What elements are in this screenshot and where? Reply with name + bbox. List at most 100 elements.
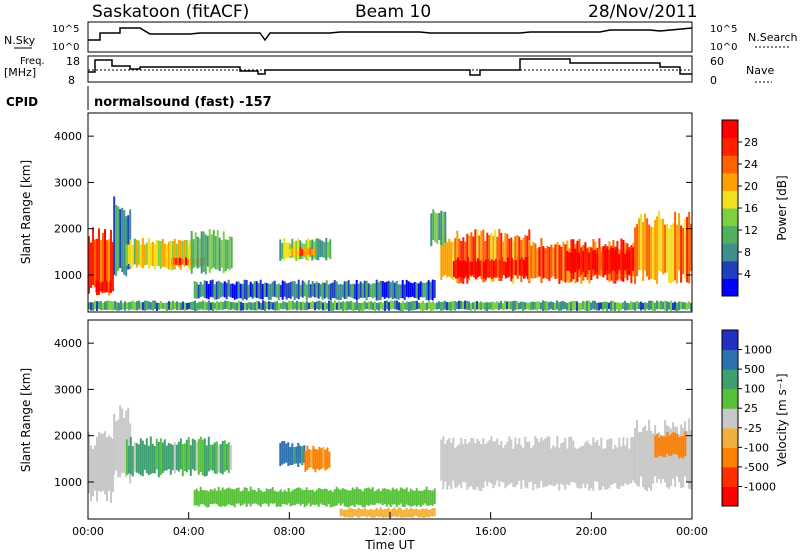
scatter-cell (371, 509, 374, 518)
scatter-cell (173, 442, 176, 474)
scatter-cell (318, 300, 320, 310)
scatter-cell (620, 250, 623, 272)
scatter-cell (426, 302, 428, 311)
scatter-cell (125, 439, 128, 475)
scatter-cell (498, 444, 501, 487)
scatter-cell (187, 437, 190, 470)
scatter-cell (644, 425, 647, 490)
scatter-cell (366, 302, 368, 310)
scatter-cell (302, 301, 304, 311)
scatter-cell (173, 257, 175, 265)
scatter-cell (281, 491, 284, 504)
scatter-cell (530, 245, 533, 279)
scatter-cell (518, 438, 521, 481)
scatter-cell (514, 300, 516, 311)
scatter-cell (385, 508, 388, 518)
scatter-region (88, 431, 114, 504)
scatter-cell (236, 302, 238, 311)
scatter-cell (562, 241, 565, 282)
scatter-cell (654, 219, 657, 281)
scatter-cell (464, 241, 467, 278)
scatter-cell (401, 510, 404, 518)
scatter-cell (198, 238, 201, 268)
scatter-cell (245, 488, 248, 507)
scatter-cell (452, 241, 455, 281)
scatter-region (125, 436, 232, 478)
scatter-cell (383, 488, 386, 504)
scatter-cell (690, 303, 692, 311)
scatter-cell (666, 224, 669, 273)
scatter-cell (287, 442, 290, 467)
colorbar-swatch (722, 447, 738, 468)
scatter-cell (618, 302, 620, 312)
scatter-cell (261, 284, 264, 300)
scatter-cell (395, 281, 398, 300)
scatter-cell (158, 302, 160, 310)
scatter-cell (592, 250, 595, 270)
scatter-cell (348, 301, 350, 310)
scatter-cell (604, 301, 606, 310)
x-tick-label: 20:00 (575, 525, 607, 538)
scatter-cell (387, 489, 390, 505)
scatter-cell (289, 491, 292, 507)
scatter-cell (303, 247, 306, 257)
scatter-cell (572, 440, 575, 482)
scatter-cell (500, 301, 502, 310)
nsearch-tick-low: 10^0 (710, 42, 737, 53)
scatter-cell (343, 281, 346, 299)
scatter-cell (271, 281, 274, 297)
scatter-cell (305, 487, 308, 506)
scatter-cell (285, 491, 288, 506)
scatter-cell (304, 450, 307, 472)
scatter-cell (409, 282, 412, 298)
scatter-cell (466, 300, 468, 310)
scatter-cell (363, 488, 366, 507)
scatter-region (304, 445, 331, 473)
scatter-cell (309, 284, 312, 298)
scatter-cell (476, 438, 479, 487)
scatter-cell (127, 244, 130, 264)
scatter-cell (132, 300, 134, 310)
scatter-cell (127, 445, 130, 474)
scatter-cell (129, 437, 132, 475)
scatter-cell (114, 301, 116, 310)
scatter-cell (506, 301, 508, 310)
scatter-cell (390, 300, 392, 310)
scatter-cell (570, 436, 573, 482)
scatter-cell (188, 239, 191, 271)
scatter-cell (399, 487, 402, 504)
scatter-cell (294, 302, 296, 310)
scatter-cell (98, 228, 100, 295)
station-title: Saskatoon (fitACF) (92, 2, 249, 22)
scatter-cell (380, 301, 382, 310)
scatter-cell (316, 449, 319, 469)
scatter-cell (452, 301, 454, 310)
scatter-cell (450, 301, 452, 311)
scatter-cell (100, 301, 102, 311)
scatter-cell (185, 439, 188, 473)
scatter-cell (301, 249, 304, 256)
scatter-cell (658, 437, 661, 456)
scatter-cell (373, 509, 376, 518)
scatter-cell (411, 283, 414, 297)
scatter-cell (450, 241, 453, 279)
scatter-cell (650, 430, 653, 491)
scatter-cell (312, 301, 314, 310)
scatter-cell (275, 284, 278, 298)
scatter-cell (221, 283, 224, 297)
scatter-cell (299, 247, 302, 257)
scatter-cell (107, 282, 110, 293)
scatter-cell (328, 300, 330, 311)
scatter-region (95, 280, 112, 294)
scatter-cell (405, 508, 408, 518)
scatter-cell (183, 240, 186, 267)
scatter-cell (300, 302, 302, 311)
scatter-cell (276, 301, 278, 311)
scatter-cell (339, 508, 342, 517)
scatter-cell (634, 428, 637, 484)
scatter-cell (112, 242, 114, 292)
scatter-cell (175, 258, 177, 265)
cpid-label: CPID (6, 95, 38, 109)
scatter-cell (315, 281, 318, 298)
